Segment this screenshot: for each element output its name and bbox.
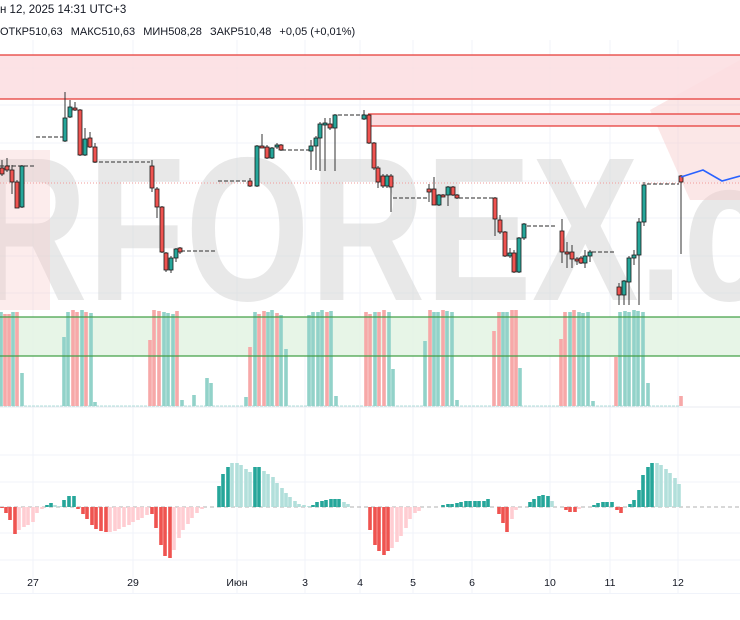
time-axis-label: 27: [27, 577, 39, 589]
candle: [4, 158, 10, 172]
candle: [327, 118, 333, 130]
candle: [77, 109, 83, 156]
candle: [426, 184, 432, 202]
time-axis-label: 4: [357, 577, 363, 589]
watermark-accent: [0, 150, 50, 310]
candle: [375, 166, 381, 188]
close-value: ЗАКР510,48: [209, 26, 272, 38]
resistance-zone-upper: [0, 55, 740, 99]
candle: [431, 177, 437, 206]
candle: [371, 142, 377, 170]
candle: [317, 122, 323, 171]
candles: [0, 92, 684, 305]
candle: [62, 92, 68, 142]
candle: [163, 252, 169, 272]
bar-datetime: н 12, 2025 14:31 UTC+3: [0, 4, 127, 16]
change-value: +0,05 (+0,01%): [279, 26, 356, 38]
candle: [380, 174, 386, 188]
candle: [177, 247, 183, 254]
candle: [259, 134, 265, 149]
time-axis-label: 6: [469, 577, 475, 589]
volume-bars: [0, 310, 683, 407]
candle: [388, 174, 394, 212]
candle: [159, 206, 165, 253]
time-axis-label: 5: [410, 577, 416, 589]
candle: [569, 245, 575, 268]
session-levels: [0, 114, 679, 253]
candle: [0, 160, 5, 176]
time-axis-label: 10: [544, 577, 556, 589]
candle: [641, 182, 647, 226]
open-value: ОТКР510,63: [0, 26, 63, 38]
low-value: МИН508,28: [143, 26, 202, 38]
candle: [454, 194, 460, 199]
candle: [72, 102, 78, 111]
time-axis-label: 12: [672, 577, 684, 589]
candle: [521, 223, 527, 240]
candle: [67, 100, 73, 118]
candle: [14, 180, 20, 209]
axis-divider: [0, 593, 740, 594]
candle: [92, 143, 98, 163]
candle: [497, 215, 503, 234]
candle: [616, 283, 622, 305]
candle: [322, 118, 328, 171]
candle: [631, 250, 637, 265]
candle: [168, 256, 174, 273]
candle: [450, 186, 456, 196]
candle: [587, 250, 593, 262]
oscillator-histogram: [0, 463, 740, 558]
candle: [264, 145, 270, 159]
candle: [445, 186, 451, 206]
time-axis-label: 29: [127, 577, 139, 589]
candle: [313, 136, 319, 170]
candle: [332, 114, 338, 171]
candle: [308, 140, 314, 170]
time-axis-label: Июн: [226, 577, 248, 589]
forecast-line: [680, 169, 740, 182]
high-value: МАКС510,63: [70, 26, 136, 38]
ohlc-legend: ОТКР510,63 МАКС510,63 МИН508,28 ЗАКР510,…: [0, 26, 360, 38]
candle: [254, 145, 260, 187]
resistance-zone-lower: [368, 114, 740, 126]
candle: [9, 165, 15, 194]
candle: [492, 197, 498, 236]
candle: [436, 194, 442, 206]
candle: [82, 128, 88, 156]
candle: [621, 280, 627, 305]
candle: [636, 218, 642, 305]
time-axis-label: 3: [302, 577, 308, 589]
candle: [269, 147, 275, 159]
candle: [502, 231, 508, 257]
candle: [361, 110, 367, 120]
time-axis-label: 11: [604, 577, 616, 589]
candle: [247, 178, 253, 187]
candle: [626, 256, 632, 305]
candle: [173, 248, 179, 262]
candle: [154, 187, 160, 218]
candle: [564, 242, 570, 268]
candle: [149, 160, 155, 192]
candle: [678, 175, 684, 254]
watermark: RFOREX.c: [0, 115, 740, 344]
candle: [582, 250, 588, 268]
candle: [278, 144, 284, 151]
candle: [384, 174, 390, 188]
candle: [516, 237, 522, 273]
candle: [440, 194, 446, 198]
candle: [559, 219, 565, 263]
candle: [511, 250, 517, 273]
candle: [87, 132, 93, 148]
candle: [19, 165, 25, 208]
candle: [366, 114, 372, 144]
